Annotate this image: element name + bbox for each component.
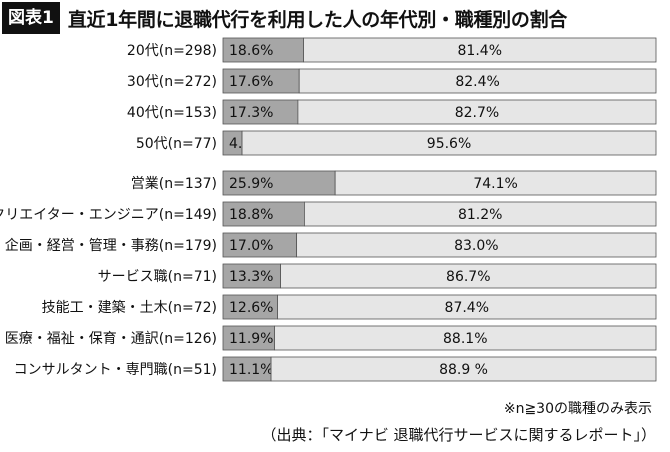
data-label: 83.0% [454, 238, 498, 254]
data-label: 25.9% [229, 176, 273, 192]
chart-title: 直近1年間に退職代行を利用した人の年代別・職種別の割合 [67, 8, 567, 31]
data-label: 95.6% [427, 136, 471, 152]
data-label: 88.1% [443, 331, 487, 347]
data-label: 17.0% [229, 238, 273, 254]
data-label: 11.1% [229, 362, 273, 378]
bar-segment-not-used [241, 130, 657, 156]
category-label: クリエイター・エンジニア(n=149) [0, 207, 217, 223]
bar-segment-not-used [277, 294, 657, 320]
data-label: 18.8% [229, 207, 273, 223]
bar-segment-not-used [304, 201, 657, 227]
category-label: 営業(n=137) [131, 176, 217, 192]
bar-segment-used [222, 232, 298, 258]
category-label: サービス職(n=71) [98, 269, 217, 285]
bar-segment-not-used [274, 325, 657, 351]
category-label: 医療・福祉・保育・通訳(n=126) [5, 330, 217, 347]
bar-segment-not-used [297, 99, 657, 125]
bar-segment-not-used [298, 68, 657, 94]
category-label: 30代(n=272) [127, 74, 217, 90]
data-label: 82.7% [455, 105, 499, 121]
data-label: 81.2% [458, 207, 502, 223]
bar-segment-used [222, 356, 272, 382]
data-label: 17.6% [229, 74, 273, 90]
category-label: 技能工・建築・土木(n=72) [42, 300, 217, 316]
category-label: 企画・経営・管理・事務(n=179) [5, 237, 217, 254]
data-label: 17.3% [229, 105, 273, 121]
data-label: 12.6% [229, 300, 273, 316]
bar-segment-not-used [280, 263, 657, 289]
bar-segment-used [222, 294, 278, 320]
source-credit: （出典：「マイナビ 退職代行サービスに関するレポート」） [261, 426, 656, 444]
stacked-bar-chart: 20代(n=298) 18.6% 81.4% 30代(n=272) 17.6% 82.4%… [0, 37, 657, 382]
bar-segment-used [222, 325, 275, 351]
bar-segment-used [222, 201, 305, 227]
figure-badge: 図表1 [2, 2, 60, 34]
data-label: 86.7% [446, 269, 490, 285]
data-label: 13.3% [229, 269, 273, 285]
category-label: 40代(n=153) [127, 105, 217, 121]
category-label: コンサルタント・専門職(n=51) [14, 362, 217, 378]
bar-segment-not-used [270, 356, 657, 382]
bar-segment-not-used [296, 232, 657, 258]
data-label: 81.4% [458, 43, 502, 59]
bar-segment-used [222, 99, 299, 125]
data-label: 87.4% [445, 300, 489, 316]
bar-segment-used [222, 263, 281, 289]
data-label: 11.9% [229, 331, 273, 347]
data-label: 88.9 % [439, 362, 488, 378]
bar-segment-used [222, 68, 300, 94]
bar-segment-not-used [334, 170, 657, 196]
title-bar: 図表1 直近1年間に退職代行を利用した人の年代別・職種別の割合 [0, 0, 670, 36]
footnote: ※n≧30の職種のみ表示 [503, 401, 652, 417]
bar-segment-used [222, 37, 304, 63]
category-label: 20代(n=298) [127, 43, 217, 59]
data-label: 18.6% [229, 43, 273, 59]
category-label: 50代(n=77) [136, 136, 217, 152]
bar-segment-not-used [303, 37, 657, 63]
data-label: 74.1% [473, 176, 517, 192]
data-label: 82.4% [455, 74, 499, 90]
